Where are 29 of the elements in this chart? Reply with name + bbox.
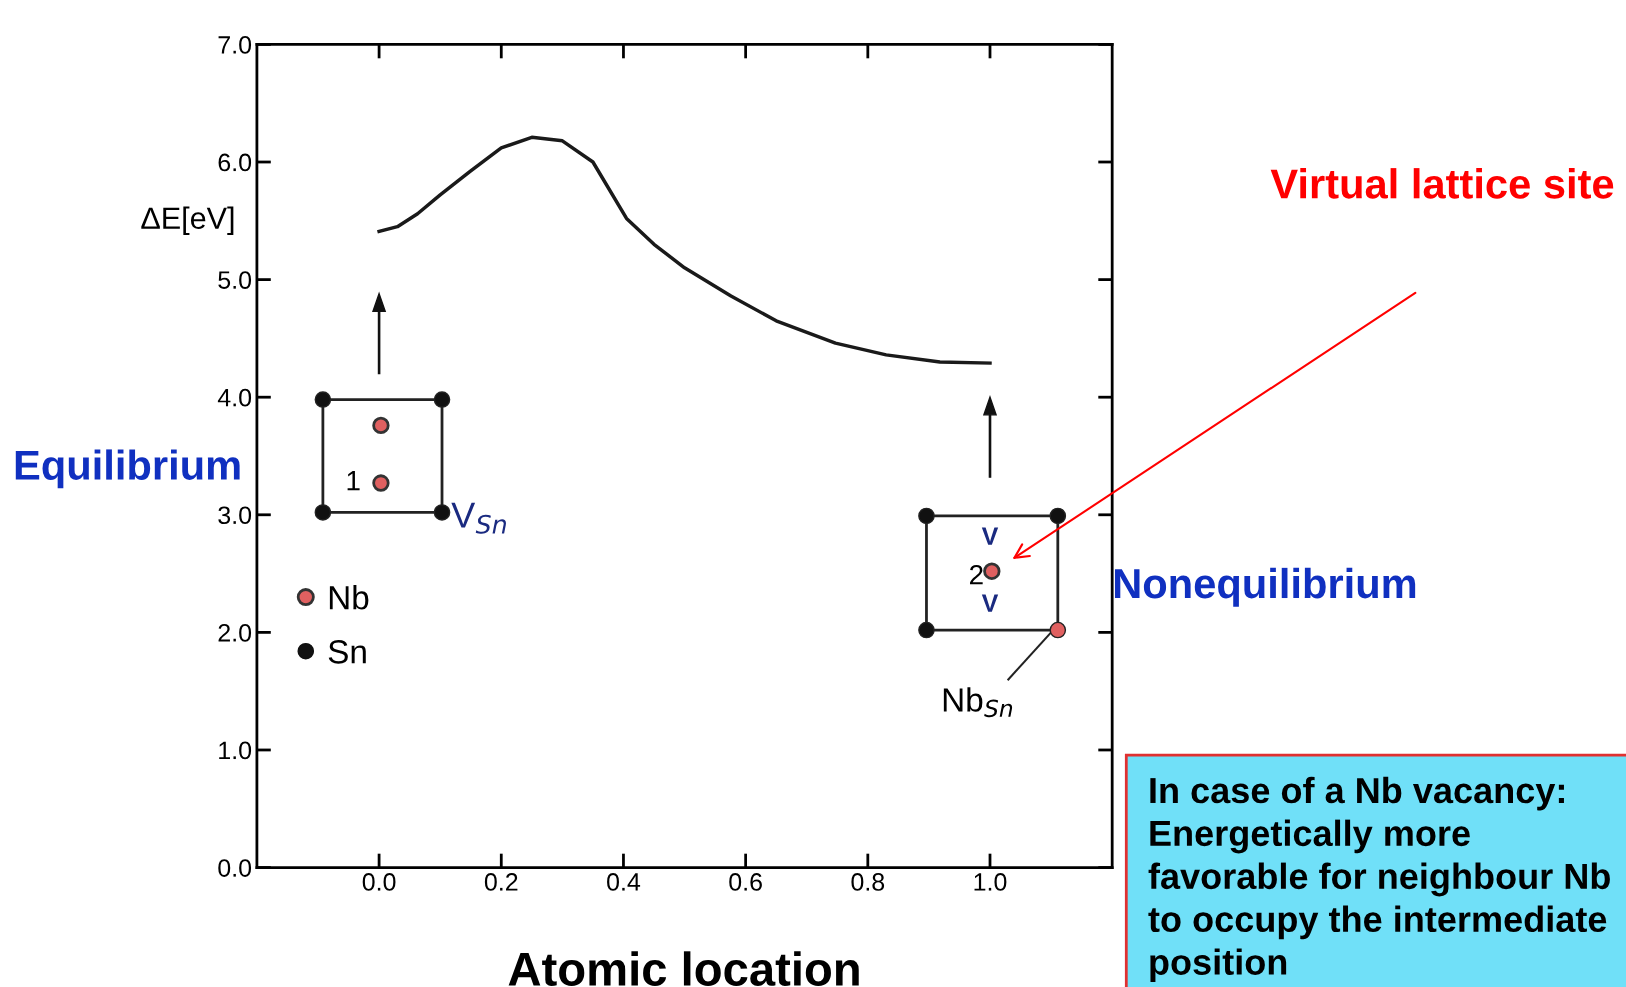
- text: Virtual lattice site: [1270, 168, 1614, 199]
- annotation: Nb: [329, 585, 369, 610]
- y-tick-label: 5.0: [218, 271, 252, 289]
- x-tick-label: 1.0: [974, 873, 1007, 891]
- y-tick-label: 1.0: [219, 741, 252, 760]
- x-tick-label: 0.6: [729, 873, 762, 891]
- annotation: Nb$_{Sn}$: [943, 687, 1013, 718]
- annotation: Sn: [328, 640, 366, 664]
- x-tick-label: 0.4: [607, 873, 641, 891]
- x-tick-label: 0.2: [484, 873, 518, 891]
- x-axis-title: Atomic location: [508, 951, 859, 986]
- y-tick-label: 2.0: [218, 623, 252, 642]
- annotation: V$_{Sn}$: [451, 502, 506, 534]
- text: Nonequilibrium: [1114, 567, 1416, 607]
- text: In case of a Nb vacancy: Energetically more favorable for neighbour Nb to occupy the intermediate position: [1148, 776, 1610, 983]
- y-tick-label: 7.0: [218, 36, 252, 54]
- x-tick-label: 0.0: [362, 873, 396, 891]
- y-tick-label: 3.0: [218, 506, 252, 525]
- annotation: V: [981, 594, 999, 612]
- annotation: V: [981, 527, 999, 545]
- x-tick-label: 0.8: [851, 873, 885, 891]
- y-tick-label: 0.0: [218, 859, 252, 877]
- y-axis-title: ΔE[eV]: [141, 206, 234, 236]
- annotation: 1: [347, 471, 360, 491]
- y-tick-label: 4.0: [217, 388, 252, 407]
- annotation: 2: [970, 564, 983, 585]
- text: Equilibrium: [15, 449, 240, 489]
- line-series: [377, 135, 992, 365]
- y-tick-label: 6.0: [218, 153, 252, 172]
